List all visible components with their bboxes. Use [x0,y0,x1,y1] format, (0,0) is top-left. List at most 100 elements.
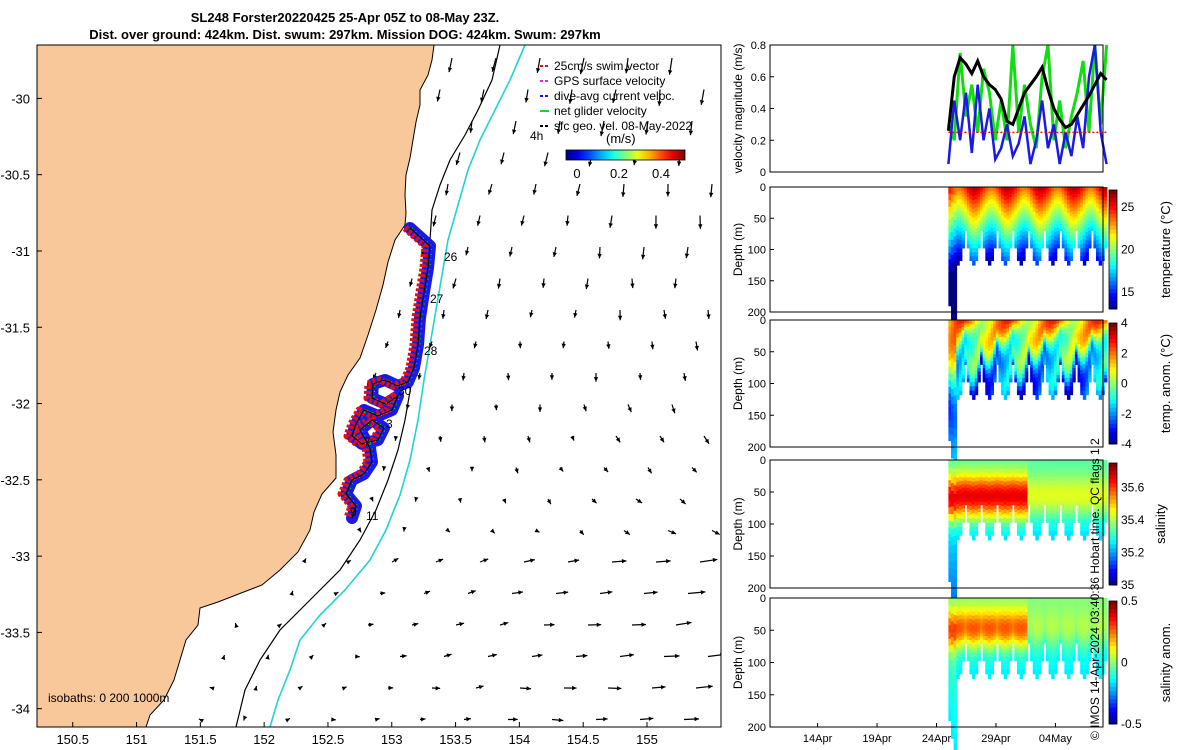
section-cell [1053,365,1058,371]
section-cell [1027,344,1031,348]
section-cell [1024,241,1029,246]
section-cell [1098,611,1103,617]
section-cell [1024,639,1029,644]
section-cell [951,373,955,382]
section-cell [958,344,963,350]
colorbar-cell [1109,613,1117,618]
section-cell [993,330,997,335]
section-cell [1040,470,1045,475]
velocity-arrow [707,654,721,658]
section-cell [987,230,992,236]
section-cell [1069,187,1074,192]
section-cell [961,340,966,345]
section-cell [951,300,955,309]
section-cell [1064,652,1068,658]
colorbar-cell [1109,654,1117,659]
section-cell [1009,501,1013,506]
section-cell [972,208,976,214]
section-cell [1096,522,1100,528]
section-cell [1043,344,1047,348]
section-cell [956,368,960,374]
section-cell [1103,320,1108,324]
velocity-arrowhead [699,100,705,105]
section-cell [1080,501,1084,507]
section-cell [1003,320,1008,325]
section-cell [1072,473,1076,478]
section-cell [964,502,968,506]
section-cell [1027,484,1031,488]
section-cell [1019,372,1024,378]
section-cell [1088,203,1092,208]
section-cell [998,234,1002,239]
section-cell [985,236,989,241]
section-cell [1098,324,1103,330]
section-cell [1016,635,1021,641]
section-cell [1064,382,1068,387]
section-cell [956,390,960,396]
section-cell [1027,332,1031,336]
section-cell [990,332,995,338]
section-cell [964,332,968,336]
section-cell [1022,223,1026,229]
section-cell [1016,336,1021,342]
section-cell [1024,354,1029,359]
section-cell [1072,501,1076,506]
section-cell [1048,236,1053,241]
section-cell [1053,501,1058,507]
section-cell [1043,638,1047,642]
section-cell [1040,210,1045,215]
section-cell [948,246,952,254]
section-cell [987,324,992,330]
section-cell [964,324,968,328]
section-cell [974,340,979,346]
section-cell [1001,382,1005,387]
section-cell [1096,472,1100,478]
section-cell [1035,328,1039,334]
section-cell [1051,355,1055,361]
section-cell [990,256,995,262]
section-cell [1014,193,1018,198]
section-cell [1032,464,1037,469]
section-cell [987,513,992,519]
velocity-arrowhead [652,590,658,595]
section-cell [1038,223,1042,229]
section-cell [1053,248,1058,253]
section-cell [956,464,960,470]
section-cell [987,226,992,231]
section-cell [1035,221,1039,227]
section-cell [1051,256,1055,262]
section-cell [1016,657,1021,662]
section-cell [1040,357,1045,362]
section-cell [1024,357,1029,362]
section-cell [1035,191,1039,197]
section-cell [1067,187,1071,192]
section-cell [1088,200,1092,205]
section-cell [1098,213,1103,218]
section-cell [951,335,955,344]
section-cell [1011,218,1016,222]
section-cell [1093,207,1097,212]
section-cell [1090,352,1095,356]
section-cell [982,337,987,342]
section-cell [1064,526,1068,532]
section-cell [961,357,966,362]
section-cell [1009,210,1013,215]
section-cell [1011,327,1016,331]
section-cell [1022,485,1026,490]
velocity-arrowhead [445,527,450,533]
section-cell [1074,327,1079,331]
section-cell [1051,359,1055,365]
velocity-arrowhead [698,224,703,229]
section-cell [1016,531,1021,536]
section-cell [1074,630,1079,634]
section-cell [980,633,984,637]
section-cell [1009,234,1013,239]
section-cell [1011,460,1016,463]
section-cell [961,337,966,342]
section-cell [961,241,966,246]
section-cell [1032,236,1037,241]
section-cell [1032,518,1037,524]
velocity-arrowhead [435,686,441,691]
section-cell [982,210,987,215]
